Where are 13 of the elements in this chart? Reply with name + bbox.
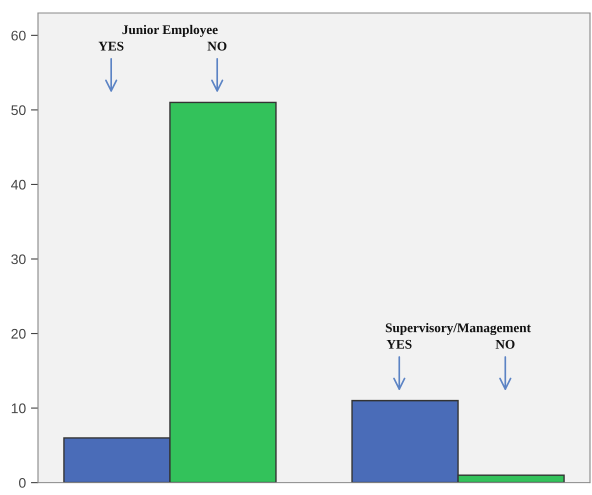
annotation: YES xyxy=(98,42,124,51)
y-tick-label: 30 xyxy=(11,254,26,264)
y-tick-label: 40 xyxy=(11,180,26,190)
y-tick-label: 10 xyxy=(12,403,26,414)
y-tick-label: 50 xyxy=(11,105,26,116)
annotation: NO xyxy=(208,42,226,51)
y-tick-label: 60 xyxy=(11,30,26,41)
annotation: Junior Employee xyxy=(122,24,218,37)
annotation: Supervisory/Management xyxy=(386,322,531,336)
y-tick-label: 20 xyxy=(11,328,26,339)
y-tick-label: 0 xyxy=(19,478,26,488)
annotation: NO xyxy=(496,340,515,349)
annotation: YES xyxy=(386,340,412,349)
